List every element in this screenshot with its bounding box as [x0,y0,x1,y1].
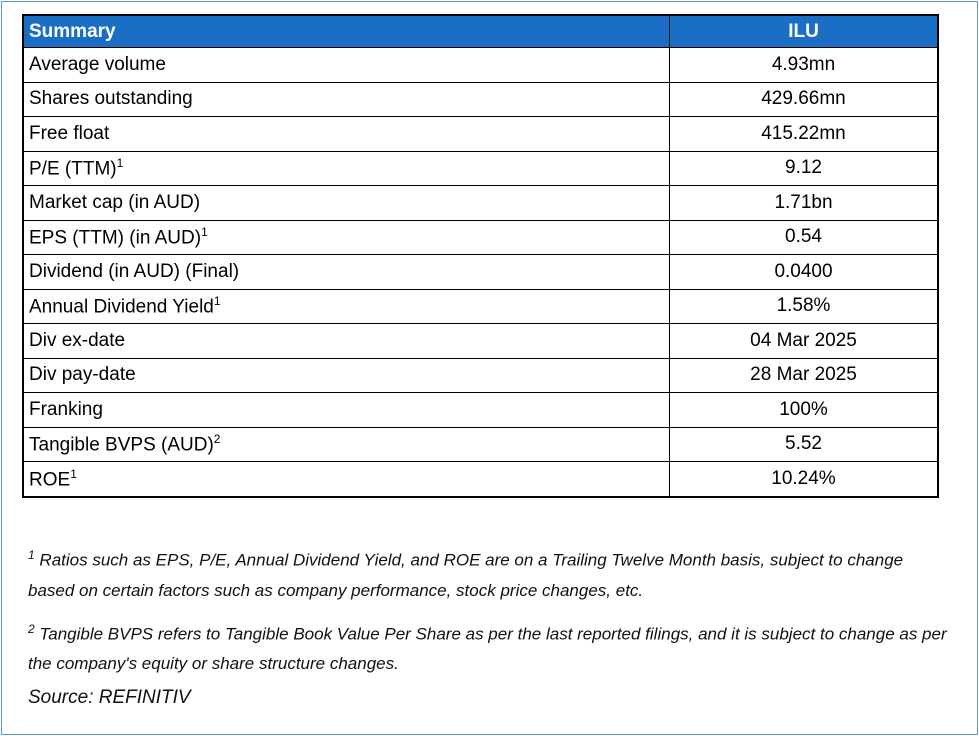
label: Annual Dividend Yield [29,296,214,318]
label: Div ex-date [29,329,126,351]
label-cell: Average volume [22,47,670,83]
label: Div pay-date [29,364,136,386]
note-ref: 1 [213,294,221,309]
label-cell: ROE1 [22,461,670,497]
value-cell: 0.54 [669,219,939,255]
value-cell: 1.58% [669,288,939,324]
footnote-text: Ratios such as EPS, P/E, Annual Dividend… [28,550,904,600]
label-cell: Dividend (in AUD) (Final) [22,254,670,290]
row: Free float 415.22mn [22,116,939,152]
label: Franking [29,398,103,420]
row: P/E (TTM)1 9.12 [22,150,939,186]
footnote: 2 Tangible BVPS refers to Tangible Book … [28,614,948,680]
note-ref: 1 [70,466,77,481]
summary-table: Summary ILU Average volume 4.93mn Shares o… [22,14,939,498]
row: Average volume 4.93mn [22,47,939,83]
label: Shares outstanding [29,88,193,110]
row: Franking 100% [22,392,939,428]
row: Tangible BVPS (AUD)2 5.52 [22,426,939,462]
value-cell: 04 Mar 2025 [669,323,939,359]
label: Dividend (in AUD) (Final) [29,260,240,282]
value-cell: 10.24% [669,461,939,497]
row: Annual Dividend Yield1 1.58% [22,288,939,324]
label-cell: Free float [22,116,670,152]
value-cell: 9.12 [669,150,939,186]
value-cell: 415.22mn [669,116,939,152]
note-ref: 1 [116,156,124,171]
value-cell: 0.0400 [669,254,939,290]
label-cell: Annual Dividend Yield1 [22,288,670,324]
value-cell: 429.66mn [669,81,939,117]
value-cell: 28 Mar 2025 [669,357,939,393]
label: Tangible BVPS (AUD) [29,434,214,456]
footnote-marker: 2 [28,621,35,636]
value-cell: 100% [669,392,939,428]
row: Div pay-date 28 Mar 2025 [22,357,939,393]
header-cell: Summary [22,14,670,48]
source: Source: REFINITIV [28,687,191,709]
row: ROE1 10.24% [22,461,939,497]
row: Dividend (in AUD) (Final) 0.0400 [22,254,939,290]
label: Average volume [29,53,166,75]
label-cell: Shares outstanding [22,81,670,117]
label-cell: P/E (TTM)1 [22,150,670,186]
footnote: 1 Ratios such as EPS, P/E, Annual Divide… [28,540,948,606]
label: ROE [29,468,71,490]
label-cell: Tangible BVPS (AUD)2 [22,426,670,462]
row: Market cap (in AUD) 1.71bn [22,185,939,221]
label-cell: Franking [22,392,670,428]
row: Shares outstanding 429.66mn [22,81,939,117]
notes: 1 Ratios such as EPS, P/E, Annual Divide… [28,540,948,713]
header-cell: ILU [669,14,939,48]
label-cell: Div pay-date [22,357,670,393]
label: P/E (TTM) [29,158,117,180]
row: EPS (TTM) (in AUD)1 0.54 [22,219,939,255]
value-cell: 4.93mn [669,47,939,83]
label-cell: Div ex-date [22,323,670,359]
header-row: Summary ILU [22,14,939,48]
note-ref: 1 [201,225,208,240]
row: Div ex-date 04 Mar 2025 [22,323,939,359]
footnote-marker: 1 [28,548,35,562]
value-cell: 5.52 [669,426,939,462]
value-cell: 1.71bn [669,185,939,221]
note-ref: 2 [213,432,221,447]
label-cell: EPS (TTM) (in AUD)1 [22,219,670,255]
label: Market cap (in AUD) [29,191,201,213]
footnote-text: Tangible BVPS refers to Tangible Book Va… [28,624,947,674]
label: EPS (TTM) (in AUD) [29,227,202,249]
label: Free float [29,122,110,144]
label-cell: Market cap (in AUD) [22,185,670,221]
